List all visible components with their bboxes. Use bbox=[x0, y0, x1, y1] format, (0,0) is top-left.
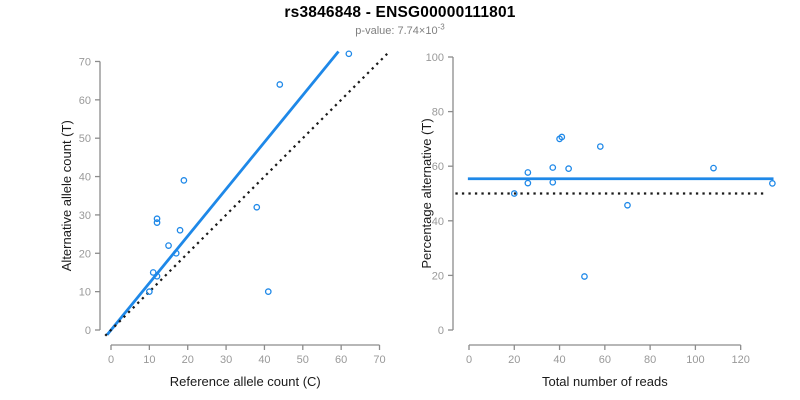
figure-title: rs3846848 - ENSG00000111801 bbox=[284, 4, 516, 21]
data-point bbox=[146, 288, 153, 295]
x-tick-label: 80 bbox=[644, 354, 656, 366]
y-axis-title: Alternative allele count (T) bbox=[59, 120, 74, 271]
data-point bbox=[510, 190, 518, 197]
data-point bbox=[153, 215, 161, 223]
x-tick-label: 60 bbox=[599, 354, 611, 366]
y-tick-label: 40 bbox=[79, 172, 91, 184]
x-tick-label: 50 bbox=[297, 354, 309, 366]
data-point bbox=[549, 164, 557, 171]
data-point bbox=[264, 288, 272, 295]
data-point bbox=[153, 219, 161, 226]
plot-percentage-reads: 0 20 40 60 80 100 0 20 40 60 80 100 120 Total number … bbox=[419, 52, 776, 389]
y-tick-label: 40 bbox=[432, 216, 444, 228]
data-point bbox=[624, 201, 631, 209]
y-tick-label: 10 bbox=[79, 287, 91, 299]
y-tick-label: 60 bbox=[432, 161, 444, 173]
x-tick-label: 30 bbox=[220, 354, 232, 366]
data-point bbox=[596, 143, 604, 150]
y-tick-label: 70 bbox=[79, 56, 91, 68]
data-point bbox=[524, 169, 532, 176]
pvalue-exponent: -3 bbox=[437, 22, 445, 32]
x-tick-label: 70 bbox=[373, 354, 385, 366]
x-tick-label: 20 bbox=[182, 354, 194, 366]
data-point bbox=[524, 179, 532, 187]
data-point bbox=[565, 165, 572, 173]
x-tick-label: 10 bbox=[143, 354, 155, 366]
y-tick-label: 30 bbox=[79, 210, 91, 222]
data-point bbox=[556, 135, 563, 143]
y-tick-label: 80 bbox=[432, 107, 444, 119]
y-tick-label: 0 bbox=[85, 325, 91, 337]
data-point bbox=[172, 249, 180, 257]
x-tick-label: 120 bbox=[732, 354, 750, 366]
x-axis-title: Reference allele count (C) bbox=[170, 374, 321, 389]
data-point bbox=[149, 269, 157, 276]
x-tick-label: 100 bbox=[686, 354, 704, 366]
data-point bbox=[253, 203, 261, 211]
data-point bbox=[549, 178, 557, 186]
figure-subtitle: p-value: 7.74×10-3 bbox=[0, 22, 800, 37]
x-tick-label: 40 bbox=[553, 354, 565, 366]
x-tick-label: 0 bbox=[108, 354, 114, 366]
y-tick-label: 60 bbox=[79, 95, 91, 107]
y-axis-title: Percentage alternative (T) bbox=[419, 118, 434, 268]
x-axis-title: Total number of reads bbox=[542, 374, 668, 389]
data-point bbox=[176, 226, 184, 234]
y-tick-label: 0 bbox=[438, 325, 444, 337]
data-point bbox=[710, 164, 717, 172]
data-point bbox=[276, 81, 284, 88]
data-point bbox=[769, 180, 776, 187]
data-point bbox=[165, 242, 172, 249]
y-tick-label: 20 bbox=[79, 248, 91, 260]
figure-header: rs3846848 - ENSG00000111801 p-value: 7.7… bbox=[0, 4, 800, 37]
x-tick-label: 0 bbox=[466, 354, 472, 366]
regression-line bbox=[106, 50, 340, 336]
y-tick-label: 20 bbox=[432, 270, 444, 282]
x-tick-label: 60 bbox=[335, 354, 347, 366]
data-point bbox=[153, 272, 161, 280]
pvalue-text: p-value: 7.74×10 bbox=[355, 25, 438, 37]
data-point bbox=[345, 50, 353, 58]
x-tick-label: 20 bbox=[508, 354, 520, 366]
data-point bbox=[581, 273, 588, 280]
x-tick-label: 40 bbox=[258, 354, 270, 366]
y-tick-label: 100 bbox=[426, 52, 444, 64]
y-tick-label: 50 bbox=[79, 133, 91, 145]
data-point bbox=[180, 177, 188, 184]
plot-allele-counts: 0 10 20 30 40 50 60 70 0 10 20 30 40 50 60 70 Reference … bbox=[59, 50, 388, 389]
identity-line bbox=[104, 53, 388, 337]
